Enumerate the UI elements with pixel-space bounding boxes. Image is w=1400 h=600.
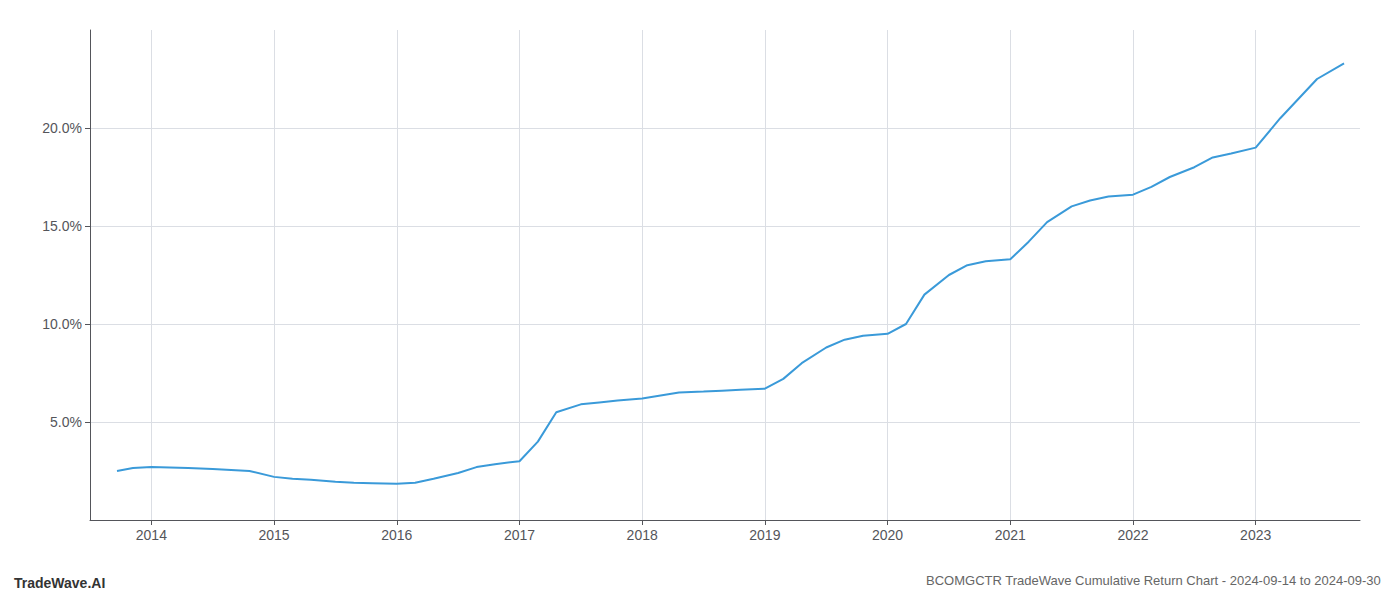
svg-text:BCOMGCTR TradeWave Cumulative: BCOMGCTR TradeWave Cumulative Return Cha… [926,573,1381,588]
svg-text:20.0%: 20.0% [42,120,82,136]
svg-text:2018: 2018 [627,527,658,543]
svg-text:2022: 2022 [1117,527,1148,543]
svg-text:15.0%: 15.0% [42,218,82,234]
svg-text:10.0%: 10.0% [42,316,82,332]
svg-text:5.0%: 5.0% [50,414,82,430]
svg-text:2016: 2016 [381,527,412,543]
svg-text:2023: 2023 [1240,527,1271,543]
svg-text:2020: 2020 [872,527,903,543]
svg-text:2014: 2014 [136,527,167,543]
svg-text:2017: 2017 [504,527,535,543]
svg-text:2019: 2019 [749,527,780,543]
svg-text:2015: 2015 [258,527,289,543]
svg-text:2021: 2021 [995,527,1026,543]
svg-text:TradeWave.AI: TradeWave.AI [14,575,105,591]
